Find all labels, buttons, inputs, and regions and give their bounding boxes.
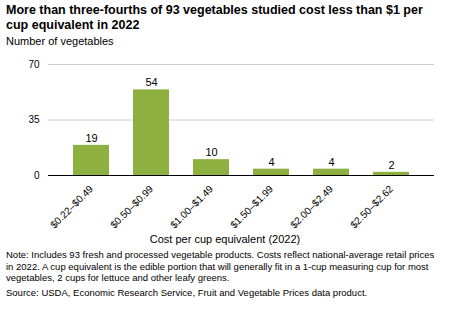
svg-text:0: 0 xyxy=(34,170,40,181)
html-text:Source: USDA, Economic Researc: Source: USDA, Economic Research Service,… xyxy=(6,286,368,298)
svg-text:2: 2 xyxy=(388,159,394,171)
html-text:Number of vegetables: Number of vegetables xyxy=(6,35,114,47)
svg-text:35: 35 xyxy=(28,114,40,125)
svg-text:$2.50–$2.62: $2.50–$2.62 xyxy=(348,183,395,230)
svg-text:$2.00–$2.49: $2.00–$2.49 xyxy=(288,183,335,230)
svg-text:4: 4 xyxy=(268,156,274,168)
svg-text:70: 70 xyxy=(28,59,40,70)
svg-text:$1.00–$1.49: $1.00–$1.49 xyxy=(168,183,215,230)
html-text:Note: Includes 93 fresh and pr: Note: Includes 93 fresh and processed ve… xyxy=(6,249,435,284)
svg-text:10: 10 xyxy=(205,146,217,158)
html-text:More than three-fourths of 93: More than three-fourths of 93 vegetables… xyxy=(6,3,423,32)
svg-text:$1.50–$1.99: $1.50–$1.99 xyxy=(228,183,275,230)
svg-text:$0.22–$0.49: $0.22–$0.49 xyxy=(48,183,95,230)
svg-text:4: 4 xyxy=(328,156,334,168)
html-text:Cost per cup equivalent (2022): Cost per cup equivalent (2022) xyxy=(149,233,301,246)
svg-text:54: 54 xyxy=(145,77,157,89)
svg-text:$0.50–$0.99: $0.50–$0.99 xyxy=(108,183,155,230)
svg-text:19: 19 xyxy=(85,132,97,144)
